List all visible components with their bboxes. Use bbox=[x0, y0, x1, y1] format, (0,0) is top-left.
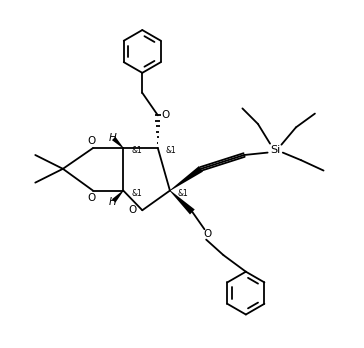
Text: &1: &1 bbox=[131, 147, 142, 155]
Polygon shape bbox=[170, 190, 195, 214]
Text: O: O bbox=[204, 229, 212, 239]
Text: &1: &1 bbox=[166, 147, 176, 155]
Text: &1: &1 bbox=[131, 189, 142, 198]
Polygon shape bbox=[112, 190, 123, 203]
Text: Si: Si bbox=[270, 145, 280, 155]
Text: O: O bbox=[87, 135, 96, 145]
Text: &1: &1 bbox=[178, 189, 189, 198]
Polygon shape bbox=[112, 137, 123, 148]
Text: O: O bbox=[161, 110, 170, 120]
Text: O: O bbox=[87, 193, 96, 203]
Text: H: H bbox=[109, 133, 117, 143]
Text: O: O bbox=[128, 205, 137, 215]
Polygon shape bbox=[170, 166, 203, 191]
Text: H: H bbox=[109, 197, 117, 207]
